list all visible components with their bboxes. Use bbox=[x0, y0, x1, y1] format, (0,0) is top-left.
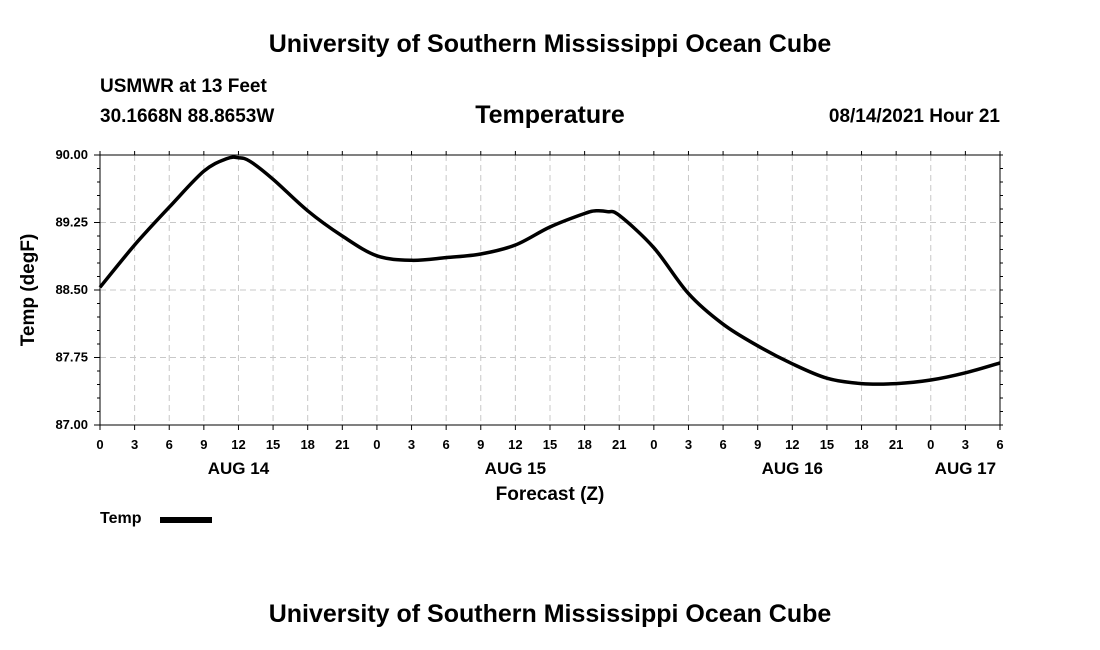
x-tick-label: 12 bbox=[785, 437, 799, 452]
bottom-title: University of Southern Mississippi Ocean… bbox=[268, 600, 832, 628]
x-tick-label: 6 bbox=[443, 437, 450, 452]
y-tick-label: 87.00 bbox=[55, 417, 88, 432]
chart-title: Temperature bbox=[475, 101, 625, 129]
y-tick-label: 87.75 bbox=[55, 350, 88, 365]
x-tick-label: 0 bbox=[96, 437, 103, 452]
day-label: AUG 15 bbox=[485, 459, 546, 478]
x-tick-label: 21 bbox=[335, 437, 349, 452]
x-tick-label: 9 bbox=[200, 437, 207, 452]
x-tick-label: 6 bbox=[719, 437, 726, 452]
x-tick-label: 12 bbox=[231, 437, 245, 452]
station-coordinates: 30.1668N 88.8653W bbox=[100, 106, 275, 127]
x-tick-label: 18 bbox=[577, 437, 591, 452]
x-tick-label: 15 bbox=[543, 437, 557, 452]
x-tick-label: 3 bbox=[685, 437, 692, 452]
x-tick-label: 0 bbox=[927, 437, 934, 452]
day-label: AUG 14 bbox=[208, 459, 270, 478]
y-tick-label: 89.25 bbox=[55, 215, 88, 230]
x-tick-label: 15 bbox=[820, 437, 834, 452]
x-tick-label: 3 bbox=[408, 437, 415, 452]
x-tick-label: 15 bbox=[266, 437, 280, 452]
x-axis-label: Forecast (Z) bbox=[496, 484, 605, 505]
x-tick-label: 6 bbox=[166, 437, 173, 452]
x-tick-label: 9 bbox=[754, 437, 761, 452]
x-tick-label: 6 bbox=[996, 437, 1003, 452]
forecast-datetime: 08/14/2021 Hour 21 bbox=[828, 106, 1000, 127]
x-tick-label: 0 bbox=[373, 437, 380, 452]
x-tick-label: 12 bbox=[508, 437, 522, 452]
legend-swatch bbox=[160, 517, 212, 523]
station-name: USMWR at 13 Feet bbox=[100, 76, 267, 97]
series-line-temp bbox=[98, 155, 1001, 386]
axis-labels: 87.00 87.75 88.50 89.25 90.00 0 3 6 9 12 15 18 21 0 3 6… bbox=[55, 147, 1003, 478]
y-axis-label: Temp (degF) bbox=[18, 234, 39, 347]
x-tick-label: 18 bbox=[854, 437, 868, 452]
y-tick-label: 90.00 bbox=[55, 147, 88, 162]
x-tick-label: 3 bbox=[962, 437, 969, 452]
top-title: University of Southern Mississippi Ocean… bbox=[268, 30, 832, 58]
plot-frame bbox=[99, 154, 1001, 426]
x-tick-label: 21 bbox=[889, 437, 903, 452]
x-tick-label: 0 bbox=[650, 437, 657, 452]
day-label: AUG 17 bbox=[935, 459, 996, 478]
y-tick-label: 88.50 bbox=[55, 282, 88, 297]
x-tick-label: 21 bbox=[612, 437, 626, 452]
x-tick-label: 3 bbox=[131, 437, 138, 452]
series-layer bbox=[98, 155, 1001, 386]
legend-label: Temp bbox=[100, 510, 142, 527]
axis-ticks bbox=[94, 151, 1003, 430]
x-tick-label: 18 bbox=[300, 437, 314, 452]
x-tick-label: 9 bbox=[477, 437, 484, 452]
day-label: AUG 16 bbox=[762, 459, 823, 478]
